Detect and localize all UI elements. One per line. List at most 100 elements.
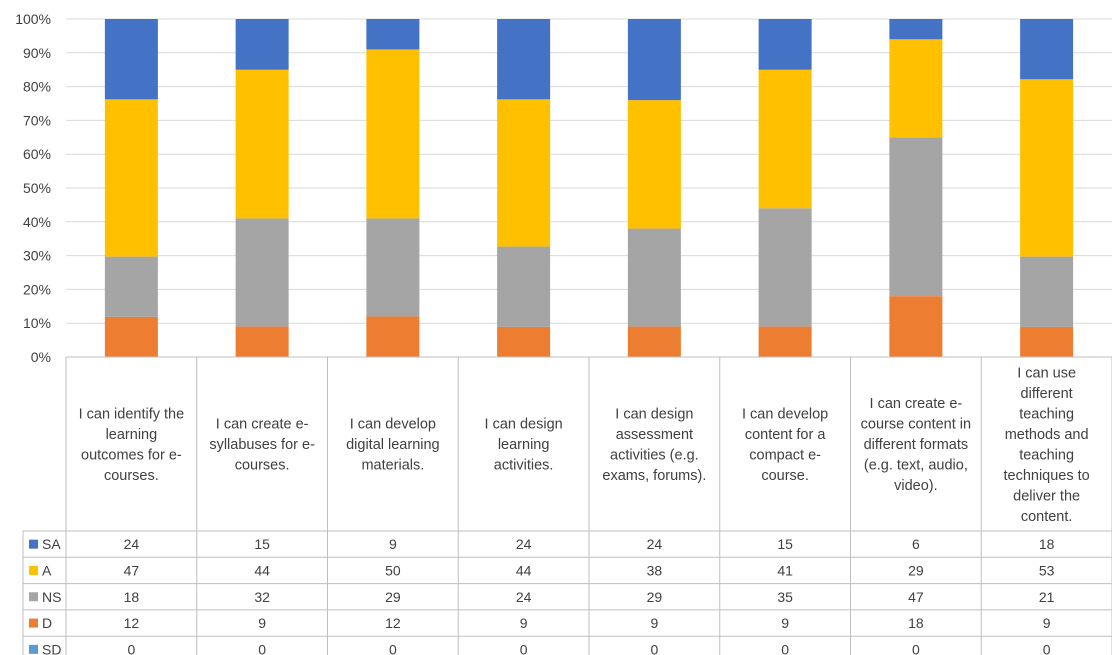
bar-segment-sa xyxy=(758,19,812,70)
bar-segment-d xyxy=(1020,326,1074,357)
table-value: 12 xyxy=(124,615,140,631)
data-table: I can identify the learning outcomes for e… xyxy=(22,356,1112,655)
legend-key-d xyxy=(29,618,38,628)
category-label-line: I can use xyxy=(1017,365,1076,381)
bar-segment-ns xyxy=(497,246,551,327)
table-value: 24 xyxy=(124,536,140,552)
table-value: 44 xyxy=(516,562,532,578)
category-label-line: courses. xyxy=(104,468,159,484)
category-label-line: methods and xyxy=(1005,427,1089,443)
y-tick-label: 10% xyxy=(23,315,51,331)
bar-segment-sa xyxy=(366,19,420,50)
bar-segment-d xyxy=(758,326,812,357)
bar-segment-ns xyxy=(104,256,158,317)
legend-label: NS xyxy=(42,589,61,605)
category-label: I can create e-syllabuses for e-courses. xyxy=(209,417,315,474)
bar-segment-sa xyxy=(1020,19,1074,80)
table-value: 18 xyxy=(908,615,924,631)
category-label-line: digital learning xyxy=(346,437,440,453)
bar-segment-sa xyxy=(627,19,681,101)
category-label: I can design assessment activities (e.g. ex… xyxy=(602,406,706,484)
legend-key-sd xyxy=(29,644,38,654)
y-tick-label: 0% xyxy=(31,349,51,365)
category-label-line: course content in xyxy=(861,417,971,433)
category-label-line: I can develop xyxy=(350,417,436,433)
table-value: 9 xyxy=(650,615,658,631)
table-value: 0 xyxy=(127,641,135,655)
category-label-line: teaching xyxy=(1019,447,1074,463)
table-value: 44 xyxy=(254,562,270,578)
table-value: 0 xyxy=(520,641,528,655)
category-label-line: content for a xyxy=(745,427,827,443)
category-label-line: compact e- xyxy=(749,447,821,463)
legend-key-a xyxy=(29,565,38,575)
bar-segment-d xyxy=(497,326,551,357)
y-tick-label: 50% xyxy=(23,180,51,196)
category-label-line: materials. xyxy=(361,458,424,474)
category-label-line: course. xyxy=(761,468,809,484)
bar-segment-a xyxy=(366,49,420,219)
bar-segment-d xyxy=(889,296,943,357)
table-value: 53 xyxy=(1039,562,1055,578)
category-label-line: activities. xyxy=(494,458,554,474)
table-value: 29 xyxy=(385,589,401,605)
category-label-line: I can design xyxy=(485,417,563,433)
table-value: 9 xyxy=(781,615,789,631)
table-value: 32 xyxy=(254,589,270,605)
y-tick-label: 70% xyxy=(23,112,51,128)
category-label-line: teaching xyxy=(1019,406,1074,422)
y-tick-label: 80% xyxy=(23,79,51,95)
category-label-line: video). xyxy=(894,478,938,494)
category-label: I can identify the learning outcomes for e… xyxy=(79,406,185,484)
table-value: 15 xyxy=(254,536,270,552)
table-value: 0 xyxy=(781,641,789,655)
bar-segment-d xyxy=(104,316,158,357)
table-value: 29 xyxy=(647,589,663,605)
category-label: I can use different teaching methods and tea… xyxy=(1003,365,1089,525)
bar-segment-d xyxy=(235,326,289,357)
table-value: 18 xyxy=(1039,536,1055,552)
category-label-line: I can design xyxy=(615,406,693,422)
legend-label: A xyxy=(42,562,52,578)
legend-label: SD xyxy=(42,641,61,655)
table-value: 12 xyxy=(385,615,401,631)
table-value: 9 xyxy=(258,615,266,631)
table-value: 24 xyxy=(516,536,532,552)
table-value: 21 xyxy=(1039,589,1055,605)
table-value: 47 xyxy=(124,562,140,578)
table-value: 6 xyxy=(912,536,920,552)
y-tick-label: 60% xyxy=(23,146,51,162)
table-value: 0 xyxy=(650,641,658,655)
category-label-line: I can create e- xyxy=(216,417,309,433)
bar-segment-sa xyxy=(889,19,943,40)
bar-segment-sa xyxy=(104,19,158,100)
category-label-line: courses. xyxy=(235,458,290,474)
category-label: I can design learning activities. xyxy=(485,417,563,474)
category-label-line: deliver the xyxy=(1013,488,1080,504)
category-label-line: activities (e.g. xyxy=(610,447,699,463)
bar-segment-ns xyxy=(627,228,681,327)
table-value: 29 xyxy=(908,562,924,578)
table-value: 50 xyxy=(385,562,401,578)
table-value: 24 xyxy=(516,589,532,605)
table-value: 9 xyxy=(520,615,528,631)
table-value: 15 xyxy=(777,536,793,552)
bar-segment-a xyxy=(758,69,812,209)
category-label-line: (e.g. text, audio, xyxy=(864,458,968,474)
bar-segment-ns xyxy=(1020,256,1074,327)
table-value: 0 xyxy=(1043,641,1051,655)
bar-segment-a xyxy=(889,39,943,138)
bar-segment-a xyxy=(497,99,551,247)
bar-segment-d xyxy=(627,326,681,357)
table-value: 38 xyxy=(647,562,663,578)
category-label-line: assessment xyxy=(616,427,693,443)
category-label-line: techniques to xyxy=(1003,468,1089,484)
table-value: 41 xyxy=(777,562,793,578)
bar-segment-sa xyxy=(235,19,289,70)
category-label: I can develop digital learning materials. xyxy=(346,417,440,474)
gridlines: 0% 10% 20% 30% 40% 50% 60% 70% 80% 90% 100% xyxy=(15,11,1112,365)
legend-key-sa xyxy=(29,539,38,549)
table-value: 0 xyxy=(912,641,920,655)
bar-segment-sa xyxy=(497,19,551,100)
